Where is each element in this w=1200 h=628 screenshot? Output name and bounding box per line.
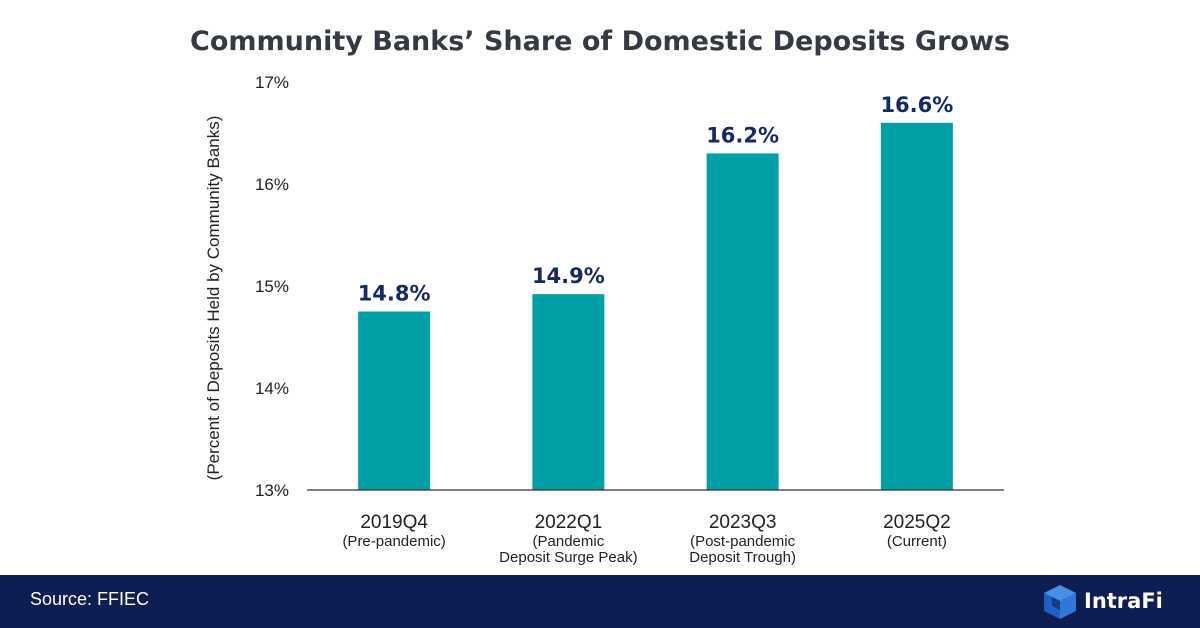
data-label: 16.2% xyxy=(706,123,779,147)
logo-wordmark: IntraFi xyxy=(1084,589,1163,613)
x-tick-label: 2023Q3 xyxy=(709,512,777,533)
data-label: 14.8% xyxy=(358,282,431,306)
bar xyxy=(358,311,431,490)
x-tick-label: 2022Q1 xyxy=(535,512,603,533)
y-tick-label: 17% xyxy=(255,73,289,92)
data-label: 14.9% xyxy=(532,264,605,288)
y-tick-label: 16% xyxy=(255,175,289,194)
x-tick-label: 2025Q2 xyxy=(883,512,951,533)
x-tick-sublabel: (Pre-pandemic) xyxy=(342,533,445,550)
x-tick-sublabel: Deposit Trough) xyxy=(689,549,796,566)
y-tick-label: 13% xyxy=(255,481,289,500)
data-label: 16.6% xyxy=(880,93,953,117)
x-tick-sublabel: Deposit Surge Peak) xyxy=(499,549,637,566)
y-tick-label: 14% xyxy=(255,379,289,398)
x-tick-sublabel: (Current) xyxy=(887,533,947,550)
x-tick-label: 2019Q4 xyxy=(360,512,428,533)
intrafi-logo: IntraFi xyxy=(1038,581,1188,623)
y-tick-label: 15% xyxy=(255,277,289,296)
y-axis-label: (Percent of Deposits Held by Community B… xyxy=(204,116,223,481)
x-tick-sublabel: (Pandemic xyxy=(533,533,605,550)
footer: Source: FFIEC IntraFi xyxy=(0,575,1200,628)
chart-title: Community Banks’ Share of Domestic Depos… xyxy=(190,26,1010,57)
source-note: Source: FFIEC xyxy=(30,589,150,609)
x-tick-sublabel: (Post-pandemic xyxy=(690,533,796,550)
bar xyxy=(532,294,605,490)
cube-logo-icon xyxy=(1044,585,1076,619)
bar xyxy=(880,122,953,491)
chart: Community Banks’ Share of Domestic Depos… xyxy=(190,26,1010,566)
bar xyxy=(706,153,779,490)
